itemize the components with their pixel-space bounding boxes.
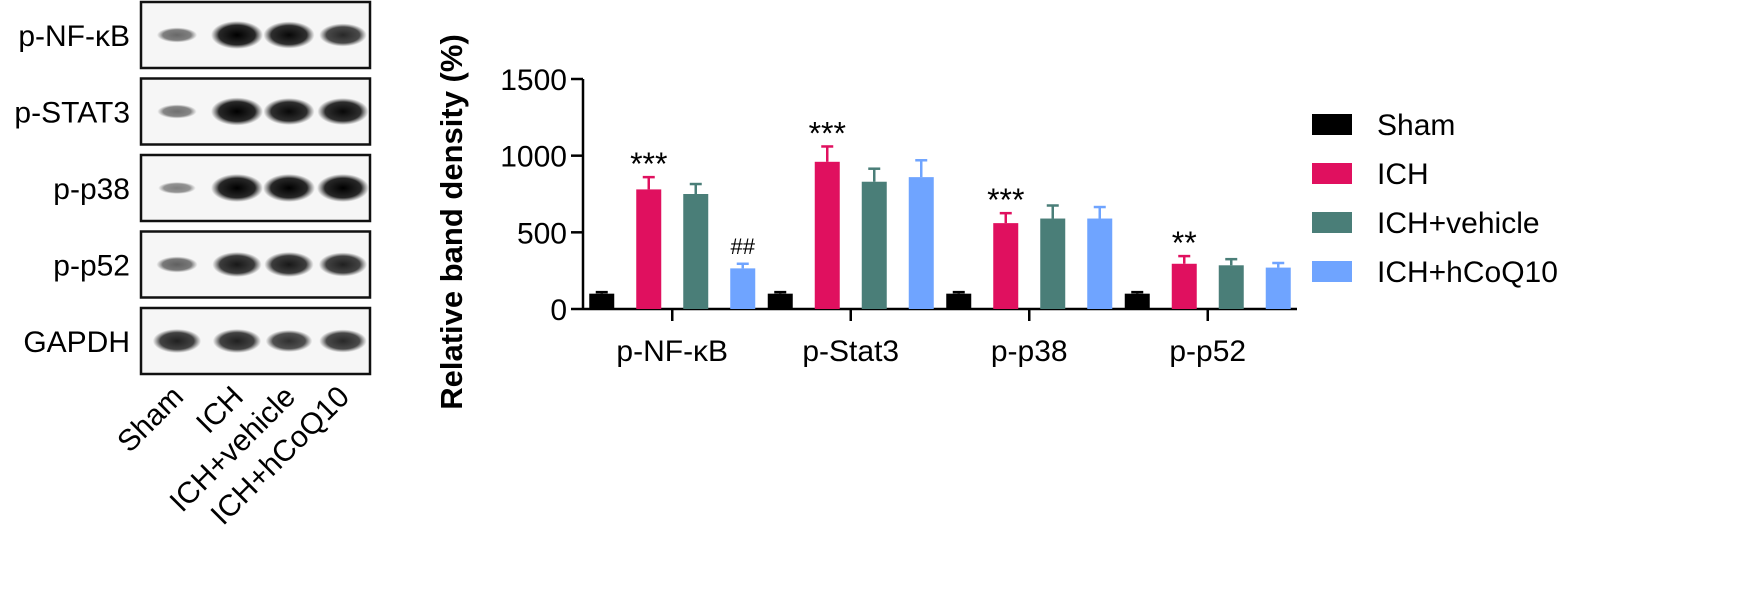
bar bbox=[636, 189, 662, 309]
bar bbox=[1265, 267, 1291, 309]
blot-band bbox=[263, 174, 315, 202]
blot-band bbox=[156, 256, 198, 273]
blot-band bbox=[317, 98, 369, 125]
blot-band bbox=[212, 329, 262, 353]
x-tick-label: p-p38 bbox=[991, 335, 1068, 368]
legend-label: Sham bbox=[1377, 109, 1455, 142]
legend-label: ICH+hCoQ10 bbox=[1377, 256, 1558, 289]
significance-mark: *** bbox=[630, 146, 667, 182]
bar bbox=[1171, 263, 1197, 309]
y-axis-label: Relative band density (%) bbox=[434, 34, 469, 410]
bar bbox=[1087, 218, 1113, 309]
blot-band bbox=[263, 21, 315, 49]
x-ticks: p-NF-κB p-Stat3 p-p38 p-p52 bbox=[616, 309, 1246, 368]
bar bbox=[730, 268, 756, 309]
significance-mark: ## bbox=[731, 234, 756, 259]
blot-band bbox=[156, 27, 198, 43]
blot-band bbox=[319, 23, 367, 47]
blot-protein-label: p-NF-κB bbox=[18, 20, 130, 53]
legend-swatch bbox=[1312, 114, 1352, 135]
bar bbox=[1124, 293, 1150, 309]
bar bbox=[1040, 218, 1066, 309]
blot-band bbox=[318, 252, 368, 277]
blot-band bbox=[211, 21, 263, 49]
blot-band bbox=[157, 104, 197, 119]
x-tick-label: p-p52 bbox=[1169, 335, 1246, 368]
blot-band bbox=[263, 98, 315, 125]
bars bbox=[589, 145, 1291, 309]
blot-band bbox=[211, 174, 263, 202]
y-tick-label: 1000 bbox=[500, 141, 567, 174]
bar bbox=[814, 161, 840, 309]
blot-band bbox=[317, 174, 369, 202]
legend: Sham ICH ICH+vehicle ICH+hCoQ10 bbox=[1312, 109, 1558, 289]
legend-swatch bbox=[1312, 212, 1352, 233]
bar bbox=[1218, 265, 1244, 309]
bar bbox=[589, 293, 615, 309]
bar bbox=[946, 293, 972, 309]
legend-swatch bbox=[1312, 261, 1352, 282]
y-ticks: 0 500 1000 1500 bbox=[500, 64, 583, 327]
legend-label: ICH bbox=[1377, 158, 1429, 191]
blot-protein-label: p-STAT3 bbox=[14, 97, 130, 130]
x-tick-label: p-NF-κB bbox=[616, 335, 728, 368]
blot-protein-label: p-p38 bbox=[53, 173, 130, 206]
blot-protein-label: p-p52 bbox=[53, 250, 130, 283]
y-tick-label: 500 bbox=[517, 217, 567, 250]
significance-mark: *** bbox=[809, 115, 846, 151]
blot-band bbox=[319, 329, 367, 353]
significance-annotations: ***##******** bbox=[630, 115, 1197, 261]
blot-band bbox=[152, 329, 202, 353]
bar bbox=[993, 223, 1019, 309]
legend-label: ICH+vehicle bbox=[1377, 207, 1540, 240]
significance-mark: ** bbox=[1172, 225, 1197, 261]
blot-band bbox=[212, 252, 262, 277]
legend-swatch bbox=[1312, 163, 1352, 184]
blot-band bbox=[265, 330, 313, 352]
significance-mark: *** bbox=[987, 182, 1024, 218]
blot-protein-label: GAPDH bbox=[23, 326, 130, 359]
bar bbox=[683, 194, 709, 309]
blot-band bbox=[158, 182, 196, 194]
blot-band bbox=[264, 252, 314, 277]
bar-chart: 0 500 1000 1500 p-NF-κB p-Stat3 p-p38 p-p52 **… bbox=[434, 34, 1297, 410]
y-tick-label: 1500 bbox=[500, 64, 567, 97]
x-tick-label: p-Stat3 bbox=[802, 335, 899, 368]
blot-band bbox=[211, 97, 263, 126]
y-tick-label: 0 bbox=[550, 294, 567, 327]
blot-lane-label: Sham bbox=[111, 380, 190, 459]
bar bbox=[767, 293, 793, 309]
bar bbox=[861, 181, 887, 309]
bar bbox=[908, 177, 934, 309]
